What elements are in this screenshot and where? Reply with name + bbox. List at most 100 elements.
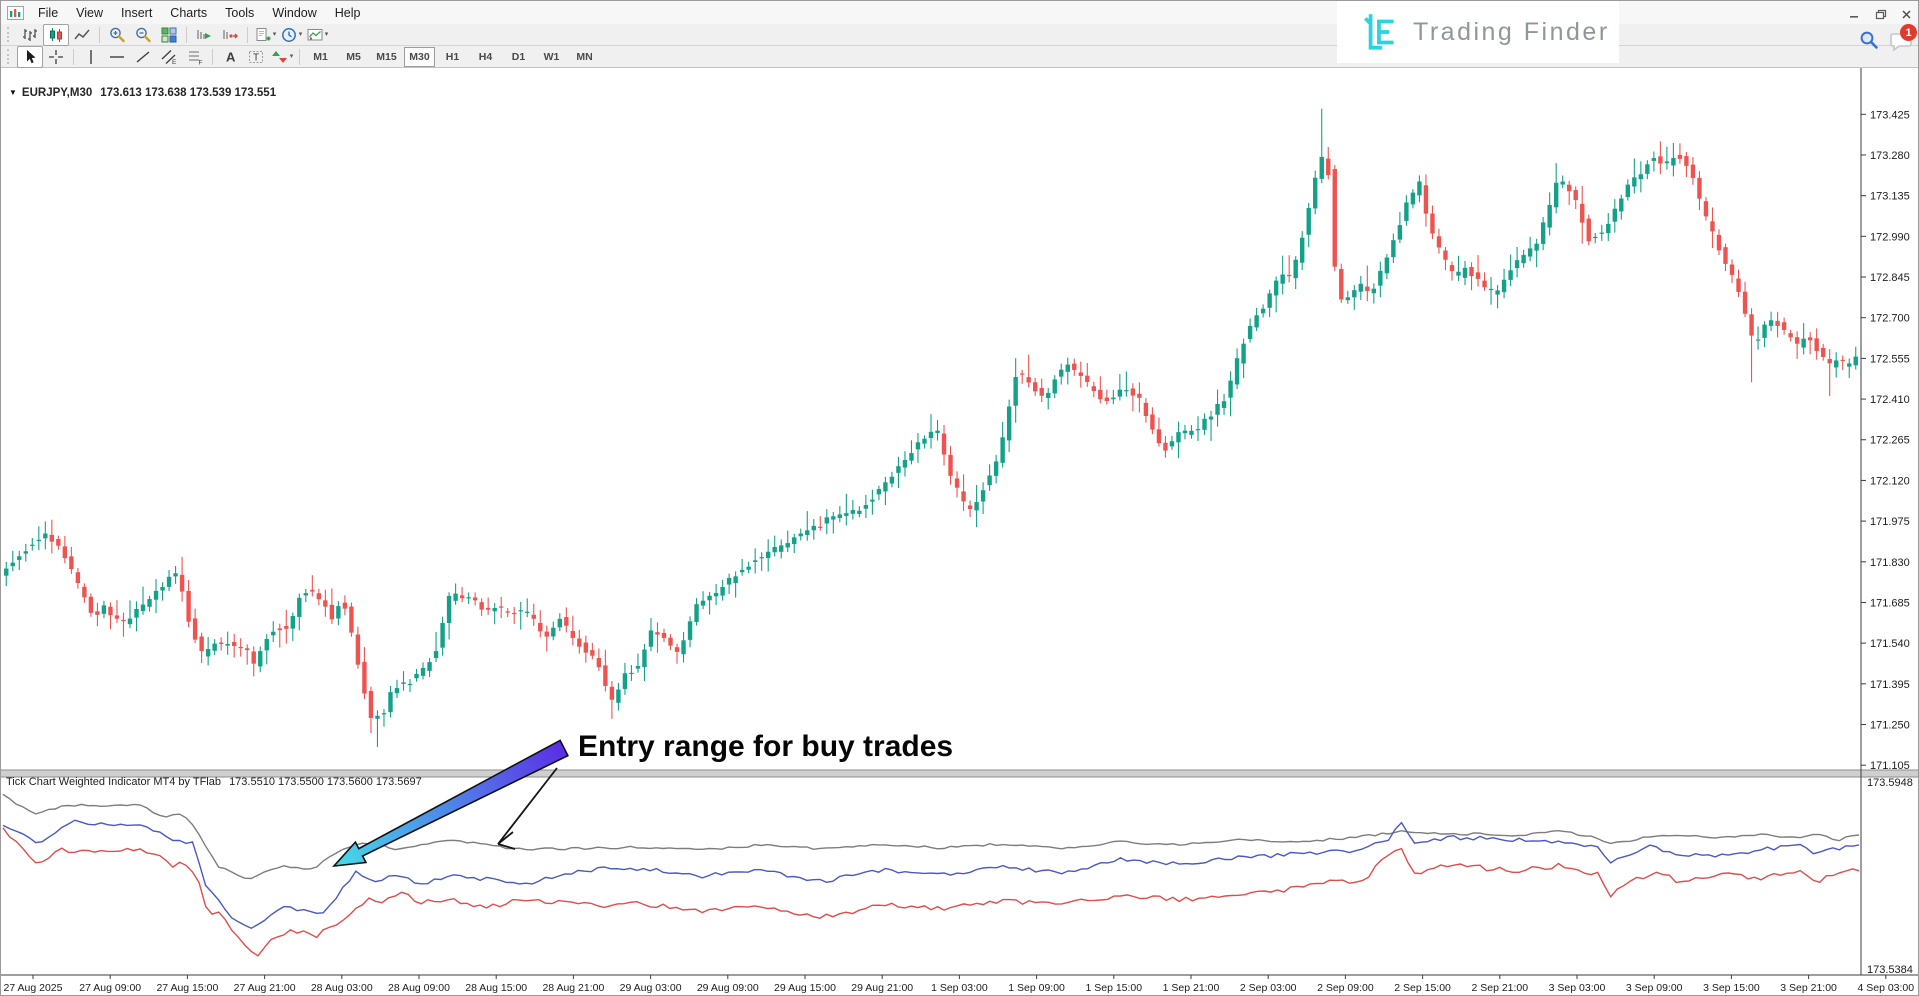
timeframe-m15-button[interactable]: M15 <box>376 50 397 63</box>
timeframe-w1-button[interactable]: W1 <box>543 50 560 63</box>
new-order-icon[interactable]: ▾ <box>252 24 278 46</box>
annotation-arrow-outline <box>497 767 558 850</box>
timeframe-h1-button[interactable]: H1 <box>445 50 460 63</box>
price-tick-label: 171.830 <box>1870 557 1910 569</box>
toolbar-grip[interactable] <box>7 27 12 42</box>
menu-item-view[interactable]: View <box>76 5 104 20</box>
time-tick-label: 2 Sep 03:00 <box>1240 982 1297 994</box>
price-tick-label: 173.135 <box>1870 191 1910 203</box>
equidistant-channel-icon[interactable]: E <box>156 46 182 68</box>
time-tick-label: 27 Aug 2025 <box>4 982 63 994</box>
menu-item-insert[interactable]: Insert <box>121 5 153 20</box>
svg-text:T: T <box>253 52 259 63</box>
chart-window: 173.425 173.280 173.135 172.990 172.845 172.7… <box>1 67 1919 996</box>
chart-symbol-line: ▼ EURJPY,M30 173.613 173.638 173.539 173.5… <box>9 87 276 99</box>
cursor-icon[interactable] <box>17 45 43 68</box>
time-tick-label: 29 Aug 09:00 <box>697 982 759 994</box>
chevron-down-icon[interactable]: ▼ <box>9 88 17 97</box>
timeframe-m1-button[interactable]: M1 <box>313 50 328 63</box>
bar-chart-icon[interactable] <box>17 24 43 46</box>
time-tick-label: 1 Sep 15:00 <box>1085 982 1142 994</box>
price-axis[interactable]: 173.425 173.280 173.135 172.990 172.845 172.7… <box>1860 68 1913 976</box>
line-chart-icon[interactable] <box>69 24 95 46</box>
toolbar-separator <box>99 26 100 43</box>
time-tick-label: 2 Sep 15:00 <box>1394 982 1451 994</box>
candlesticks-icon[interactable] <box>43 23 69 46</box>
time-tick-label: 1 Sep 09:00 <box>1008 982 1065 994</box>
window-controls <box>1846 7 1915 21</box>
timeframe-mn-button[interactable]: MN <box>576 50 593 63</box>
chart-symbol: EURJPY,M30 <box>21 87 93 99</box>
time-tick-label: 3 Sep 09:00 <box>1626 982 1683 994</box>
price-tick-label: 171.975 <box>1870 516 1910 528</box>
text-label-icon[interactable]: T <box>243 46 269 68</box>
timeframe-m5-button[interactable]: M5 <box>346 50 361 63</box>
svg-text:E: E <box>172 59 177 66</box>
price-tick-label: 172.700 <box>1870 313 1910 325</box>
vertical-line-icon[interactable] <box>78 46 104 68</box>
toolbar-grip[interactable] <box>7 49 12 64</box>
fibonacci-icon[interactable]: F <box>182 46 208 68</box>
minimize-button[interactable] <box>1846 7 1863 21</box>
time-tick-label: 27 Aug 21:00 <box>234 982 296 994</box>
crosshair-icon[interactable] <box>43 46 69 68</box>
auto-scroll-icon[interactable] <box>191 24 217 46</box>
annotation-text: Entry range for buy trades <box>578 730 954 763</box>
chart-plot-area[interactable] <box>1 68 1919 996</box>
indicator-axis-max: 173.5948 <box>1867 777 1913 789</box>
chat-icon[interactable]: 1 <box>1889 24 1917 52</box>
panel-splitter[interactable] <box>1 770 1919 777</box>
trendline-icon[interactable] <box>130 46 156 68</box>
chart-canvas[interactable]: 173.425 173.280 173.135 172.990 172.845 172.7… <box>1 68 1919 996</box>
periods-icon[interactable]: ▾ <box>278 24 304 46</box>
chart-shift-icon[interactable] <box>217 24 243 46</box>
timeframe-d1-button[interactable]: D1 <box>511 50 526 63</box>
tile-windows-icon[interactable] <box>156 24 182 46</box>
time-tick-label: 28 Aug 09:00 <box>388 982 450 994</box>
time-tick-label: 3 Sep 15:00 <box>1703 982 1760 994</box>
svg-text:A: A <box>226 49 236 64</box>
menu-item-window[interactable]: Window <box>272 5 317 20</box>
candles-group <box>4 108 1858 747</box>
time-tick-label: 28 Aug 21:00 <box>542 982 604 994</box>
time-tick-label: 29 Aug 21:00 <box>851 982 913 994</box>
indicator-line-middle-band <box>2 819 1860 929</box>
timeframe-m30-button[interactable]: M30 <box>404 46 435 67</box>
menu-item-file[interactable]: File <box>38 5 59 20</box>
trading-finder-watermark: Trading Finder <box>1337 1 1619 63</box>
templates-icon[interactable]: ▾ <box>304 24 330 46</box>
text-icon[interactable]: A <box>217 46 243 68</box>
menu-items: File View Insert Charts Tools Window Help <box>29 2 370 24</box>
toolbar-separator <box>247 26 248 43</box>
menu-item-help[interactable]: Help <box>334 5 361 20</box>
toolbar-line-studies: E F A T ▾ M1 M5 M15 M30 H1 H4 D1 W1 MN <box>1 45 1918 68</box>
time-axis[interactable]: 27 Aug 2025 27 Aug 09:00 27 Aug 15:00 27 Au… <box>1 974 1919 994</box>
timeframe-h4-button[interactable]: H4 <box>478 50 493 63</box>
indicator-values: 173.5510 173.5500 173.5600 173.5697 <box>229 776 422 788</box>
top-right-icons: 1 <box>1858 24 1917 52</box>
restore-button[interactable] <box>1872 7 1889 21</box>
indicator-axis-min: 173.5384 <box>1867 964 1913 976</box>
arrows-icon[interactable]: ▾ <box>269 46 295 68</box>
close-icon[interactable] <box>1898 7 1915 21</box>
price-tick-label: 172.120 <box>1870 475 1910 487</box>
menu-bar: File View Insert Charts Tools Window Help <box>1 1 1918 25</box>
time-tick-label: 29 Aug 15:00 <box>774 982 836 994</box>
menu-item-charts[interactable]: Charts <box>170 5 208 20</box>
menu-item-tools[interactable]: Tools <box>225 5 255 20</box>
trading-finder-logo-icon <box>1364 14 1394 50</box>
time-tick-label: 28 Aug 03:00 <box>311 982 373 994</box>
toolbar-separator <box>212 48 213 65</box>
time-tick-label: 3 Sep 03:00 <box>1549 982 1606 994</box>
chart-ohlc-values: 173.613 173.638 173.539 173.551 <box>100 87 277 99</box>
time-tick-label: 27 Aug 15:00 <box>156 982 218 994</box>
price-tick-label: 172.265 <box>1870 435 1910 447</box>
indicator-line-lower-band <box>2 827 1860 957</box>
zoom-out-icon[interactable] <box>130 24 156 46</box>
zoom-in-icon[interactable] <box>104 24 130 46</box>
horizontal-line-icon[interactable] <box>104 46 130 68</box>
price-tick-label: 172.555 <box>1870 353 1910 365</box>
indicator-line-upper-band <box>2 793 1860 880</box>
search-icon[interactable] <box>1858 29 1880 51</box>
